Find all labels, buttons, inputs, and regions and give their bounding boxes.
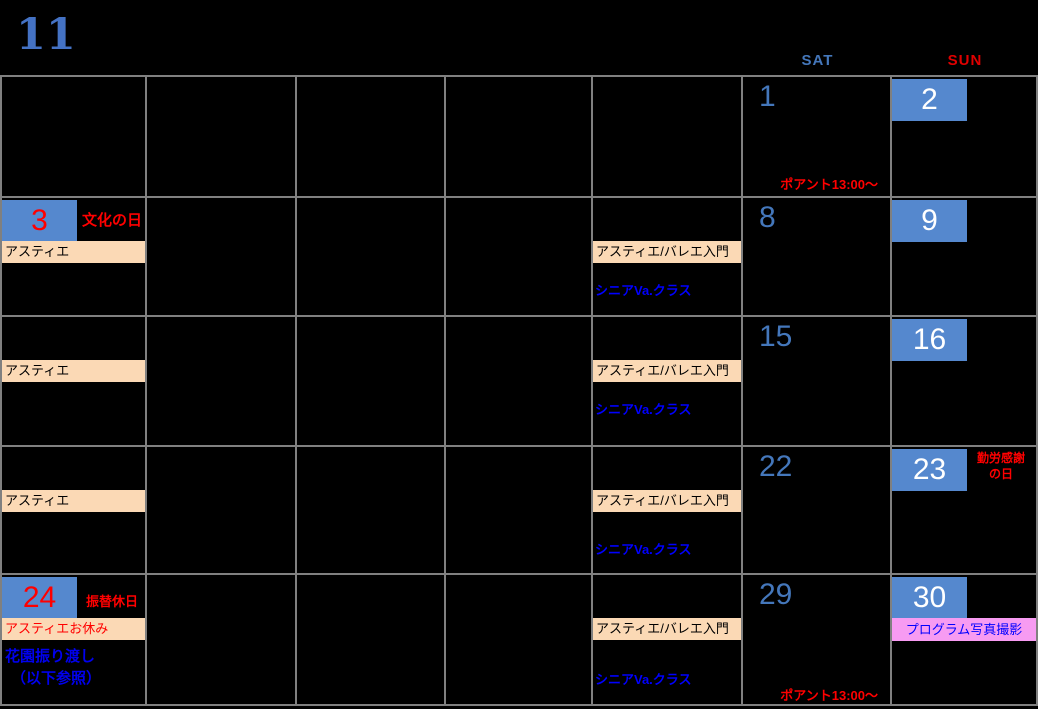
day-number-box: 3 [2, 200, 77, 242]
day-number-box: 24 [2, 577, 77, 619]
calendar-cell-empty[interactable] [147, 317, 297, 447]
calendar-cell-empty[interactable] [446, 447, 593, 575]
calendar-cell-empty[interactable] [446, 317, 593, 447]
calendar-cell-empty[interactable] [2, 77, 147, 198]
calendar-cell-empty[interactable] [593, 77, 743, 198]
month-title: 11 [16, 10, 76, 60]
day-cell-fri-week3[interactable]: アスティエ/バレエ入門 シニアVa.クラス [593, 317, 743, 447]
senior-va-class-note: シニアVa.クラス [595, 283, 692, 298]
astier-ballet-intro-bar: アスティエ/バレエ入門 [593, 360, 741, 382]
senior-va-class-note: シニアVa.クラス [595, 402, 692, 417]
day-number: 29 [759, 578, 793, 611]
day-number-box: 16 [892, 319, 967, 361]
day-cell-9-sun[interactable]: 9 [892, 198, 1036, 317]
program-photo-shoot-bar: プログラム写真撮影 [892, 618, 1036, 641]
holiday-label-culture-day: 文化の日 [82, 212, 143, 229]
day-number-box: 30 [892, 577, 967, 619]
calendar-cell-empty[interactable] [147, 575, 297, 704]
day-number-box: 9 [892, 200, 967, 242]
day-cell-mon-week4[interactable]: アスティエ [2, 447, 147, 575]
calendar-cell-empty[interactable] [297, 447, 446, 575]
day-cell-fri-week5[interactable]: アスティエ/バレエ入門 シニアVa.クラス [593, 575, 743, 704]
column-header-sat: SAT [801, 52, 834, 69]
astier-ballet-intro-bar: アスティエ/バレエ入門 [593, 490, 741, 512]
senior-va-class-note: シニアVa.クラス [595, 672, 692, 687]
day-number: 8 [759, 201, 776, 234]
transfer-note-line1: 花園振り渡し [5, 648, 96, 665]
day-number: 1 [759, 80, 776, 113]
calendar-cell-empty[interactable] [297, 575, 446, 704]
astier-class-bar: アスティエ [2, 241, 145, 263]
day-cell-15-sat[interactable]: 15 [743, 317, 892, 447]
pointe-class-note: ポアント13:00～ [780, 688, 878, 703]
calendar-cell-empty[interactable] [297, 317, 446, 447]
column-header-sun: SUN [947, 52, 983, 69]
day-cell-22-sat[interactable]: 22 [743, 447, 892, 575]
day-number: 15 [759, 320, 793, 353]
holiday-label-line2: の日 [988, 467, 1013, 481]
astier-class-bar: アスティエ [2, 490, 145, 512]
calendar-cell-empty[interactable] [147, 198, 297, 317]
holiday-label-line1: 勤労感謝 [976, 451, 1025, 465]
calendar-cell-empty[interactable] [446, 77, 593, 198]
day-cell-2-sun[interactable]: 2 [892, 77, 1036, 198]
calendar-grid: 1 ポアント13:00～ 2 3 文化の日 アスティエ アスティエ/バレエ入門 … [0, 75, 1038, 706]
calendar-cell-empty[interactable] [446, 198, 593, 317]
day-cell-24-mon[interactable]: 24 振替休日 アスティエお休み 花園振り渡し （以下参照） [2, 575, 147, 704]
astier-class-bar: アスティエ [2, 360, 145, 382]
day-number-box: 2 [892, 79, 967, 121]
astier-closed-bar: アスティエお休み [2, 618, 145, 640]
senior-va-class-note: シニアVa.クラス [595, 542, 692, 557]
holiday-label-substitute-holiday: 振替休日 [86, 594, 139, 609]
day-cell-23-sun[interactable]: 23 勤労感謝 の日 [892, 447, 1036, 575]
choreography-transfer-note: 花園振り渡し （以下参照） [5, 646, 101, 690]
pointe-class-note: ポアント13:00～ [780, 177, 878, 192]
day-cell-3-mon[interactable]: 3 文化の日 アスティエ [2, 198, 147, 317]
day-number: 22 [759, 450, 793, 483]
day-cell-16-sun[interactable]: 16 [892, 317, 1036, 447]
day-number-box: 23 [892, 449, 967, 491]
day-cell-mon-week3[interactable]: アスティエ [2, 317, 147, 447]
day-cell-8-sat[interactable]: 8 [743, 198, 892, 317]
transfer-note-line2: （以下参照） [11, 670, 102, 687]
holiday-label-labor-thanksgiving: 勤労感謝 の日 [968, 450, 1034, 482]
calendar-cell-empty[interactable] [297, 77, 446, 198]
calendar-cell-empty[interactable] [147, 447, 297, 575]
day-cell-30-sun[interactable]: 30 プログラム写真撮影 [892, 575, 1036, 704]
calendar-cell-empty[interactable] [297, 198, 446, 317]
calendar-cell-empty[interactable] [147, 77, 297, 198]
astier-ballet-intro-bar: アスティエ/バレエ入門 [593, 241, 741, 263]
day-cell-29-sat[interactable]: 29 ポアント13:00～ [743, 575, 892, 704]
day-cell-fri-week2[interactable]: アスティエ/バレエ入門 シニアVa.クラス [593, 198, 743, 317]
astier-ballet-intro-bar: アスティエ/バレエ入門 [593, 618, 741, 640]
day-cell-fri-week4[interactable]: アスティエ/バレエ入門 シニアVa.クラス [593, 447, 743, 575]
calendar-cell-empty[interactable] [446, 575, 593, 704]
day-cell-1-sat[interactable]: 1 ポアント13:00～ [743, 77, 892, 198]
